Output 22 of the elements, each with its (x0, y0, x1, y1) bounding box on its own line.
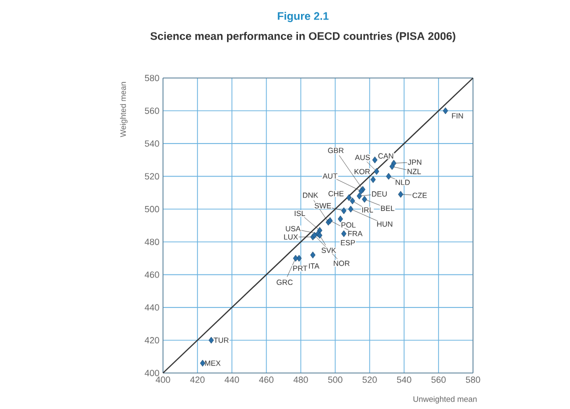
y-tick-label: 440 (144, 304, 160, 311)
x-tick-label: 500 (328, 376, 342, 383)
x-tick-label: 480 (294, 376, 308, 383)
y-tick-label: 580 (144, 74, 160, 82)
y-tick-label: 420 (144, 337, 160, 344)
y-tick-label: 540 (144, 140, 160, 147)
x-tick-label: 400 (156, 376, 170, 383)
chart-title: Figure 2.1 (278, 12, 329, 22)
x-tick-label: 540 (396, 376, 412, 383)
chart-subtitle: Science mean performance in OECD countries (PISA 2006) (150, 32, 456, 42)
y-tick-label: 480 (144, 238, 160, 246)
x-tick-label: 420 (190, 376, 205, 383)
y-tick-label: 560 (144, 108, 160, 114)
y-tick-label: 400 (144, 370, 160, 376)
x-tick-label: 460 (259, 376, 274, 383)
x-tick-label: 560 (431, 376, 446, 383)
y-tick-label: 520 (144, 173, 160, 180)
y-tick-label: 460 (144, 271, 160, 278)
y-tick-label: 500 (144, 206, 160, 212)
x-tick-label: 520 (362, 376, 377, 383)
x-tick-label: 580 (466, 376, 480, 383)
x-tick-label: 440 (224, 376, 240, 383)
